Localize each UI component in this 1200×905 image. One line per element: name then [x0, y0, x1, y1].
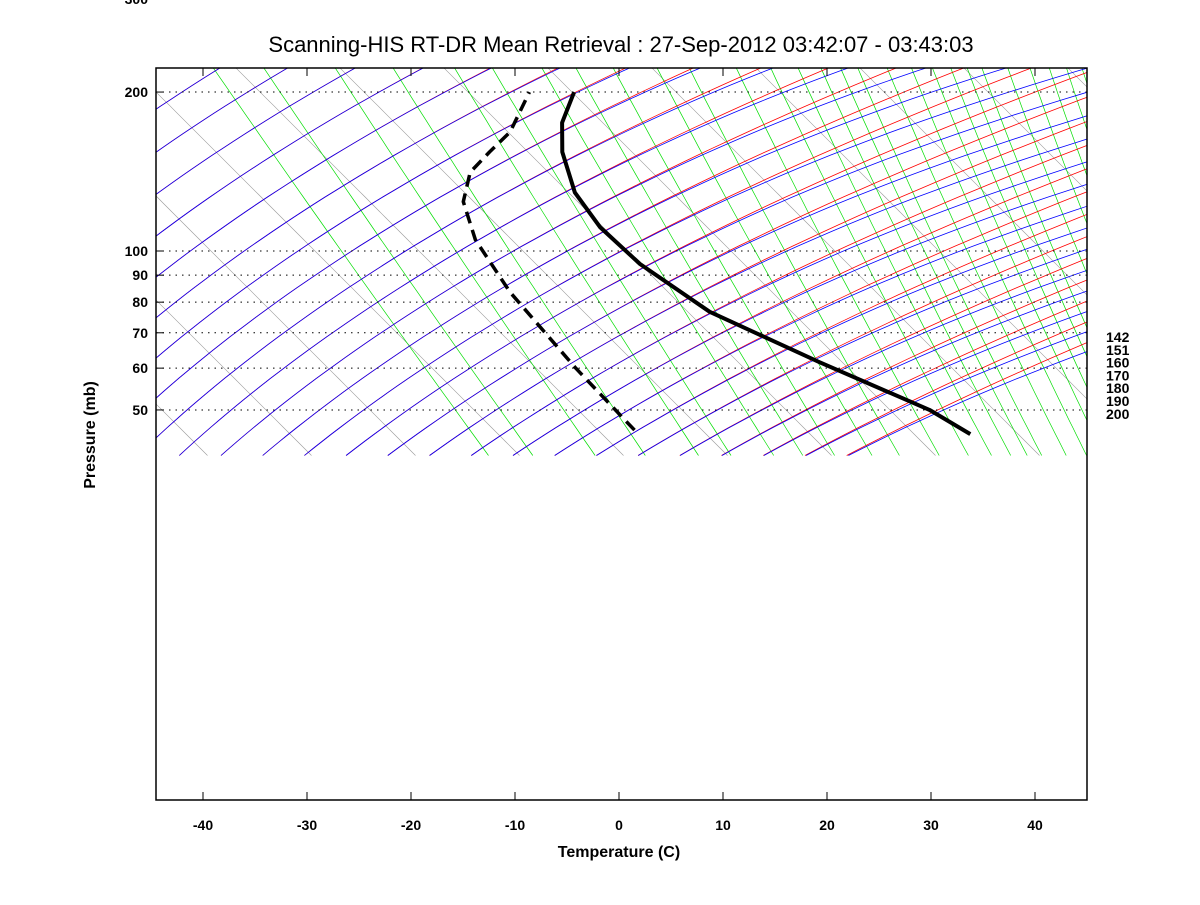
y-axis-ticks: 5060708090100200300400500600700800900100…	[117, 0, 164, 418]
y-tick-label: 300	[125, 0, 149, 7]
pressure-gridlines	[156, 0, 1087, 410]
y-tick-label: 200	[125, 84, 149, 100]
isotherm-line	[1117, 0, 1200, 456]
y-axis-label: Pressure (mb)	[82, 381, 99, 489]
y-tick-label: 80	[132, 294, 148, 310]
x-tick-label: 10	[715, 817, 731, 833]
x-tick-label: -10	[505, 817, 525, 833]
x-axis-ticks: -40 -30 -20 -10 0 10 20 30 40	[193, 68, 1043, 833]
x-tick-label: 30	[923, 817, 939, 833]
x-tick-label: -40	[193, 817, 213, 833]
x-tick-label: -30	[297, 817, 317, 833]
x-tick-label: 20	[819, 817, 835, 833]
right-label: 200	[1106, 406, 1130, 422]
x-tick-label: 40	[1027, 817, 1043, 833]
x-tick-label: 0	[615, 817, 623, 833]
y-tick-label: 90	[132, 267, 148, 283]
x-axis-label: Temperature (C)	[558, 844, 680, 861]
y-tick-label: 70	[132, 325, 148, 341]
plot-frame	[156, 68, 1087, 800]
y-tick-label: 60	[132, 360, 148, 376]
x-tick-label: -20	[401, 817, 421, 833]
chart-title: Scanning-HIS RT-DR Mean Retrieval : 27-S…	[268, 32, 973, 57]
y-tick-label: 100	[125, 243, 149, 259]
y-tick-label: 50	[132, 402, 148, 418]
